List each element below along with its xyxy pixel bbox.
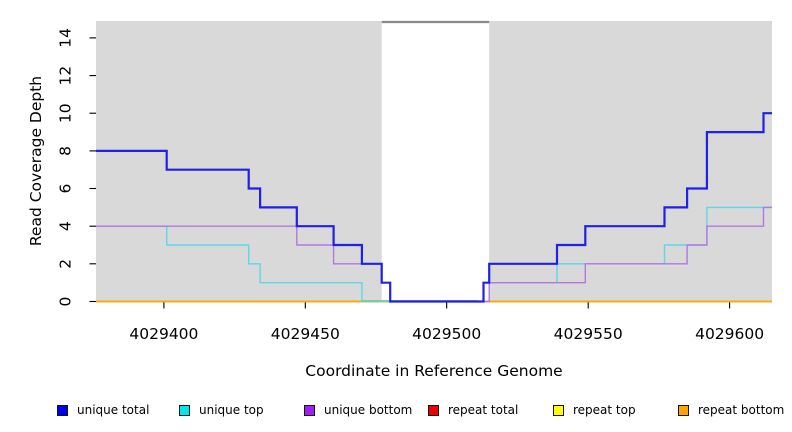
series-line-unique-total (96, 112, 772, 303)
y-tick-label: 4 (57, 221, 75, 231)
y-tick-label: 10 (57, 103, 75, 123)
y-axis-title: Read Coverage Depth (27, 75, 45, 247)
x-tick-label: 4029450 (271, 325, 340, 343)
y-tick-label: 2 (57, 259, 75, 269)
x-tick-label: 4029550 (554, 325, 623, 343)
x-tick-label: 4029600 (695, 325, 764, 343)
y-tick-label: 8 (57, 146, 75, 156)
highlight-band (381, 21, 490, 302)
x-tick-label: 4029500 (412, 325, 481, 343)
y-tick-label: 0 (57, 297, 75, 307)
x-tick-label: 4029400 (129, 325, 198, 343)
y-tick-label: 6 (57, 184, 75, 194)
y-tick-label: 14 (57, 28, 75, 48)
x-axis-title: Coordinate in Reference Genome (305, 362, 563, 380)
series-line-unique-bottom (96, 206, 772, 303)
y-tick-label: 12 (57, 66, 75, 86)
